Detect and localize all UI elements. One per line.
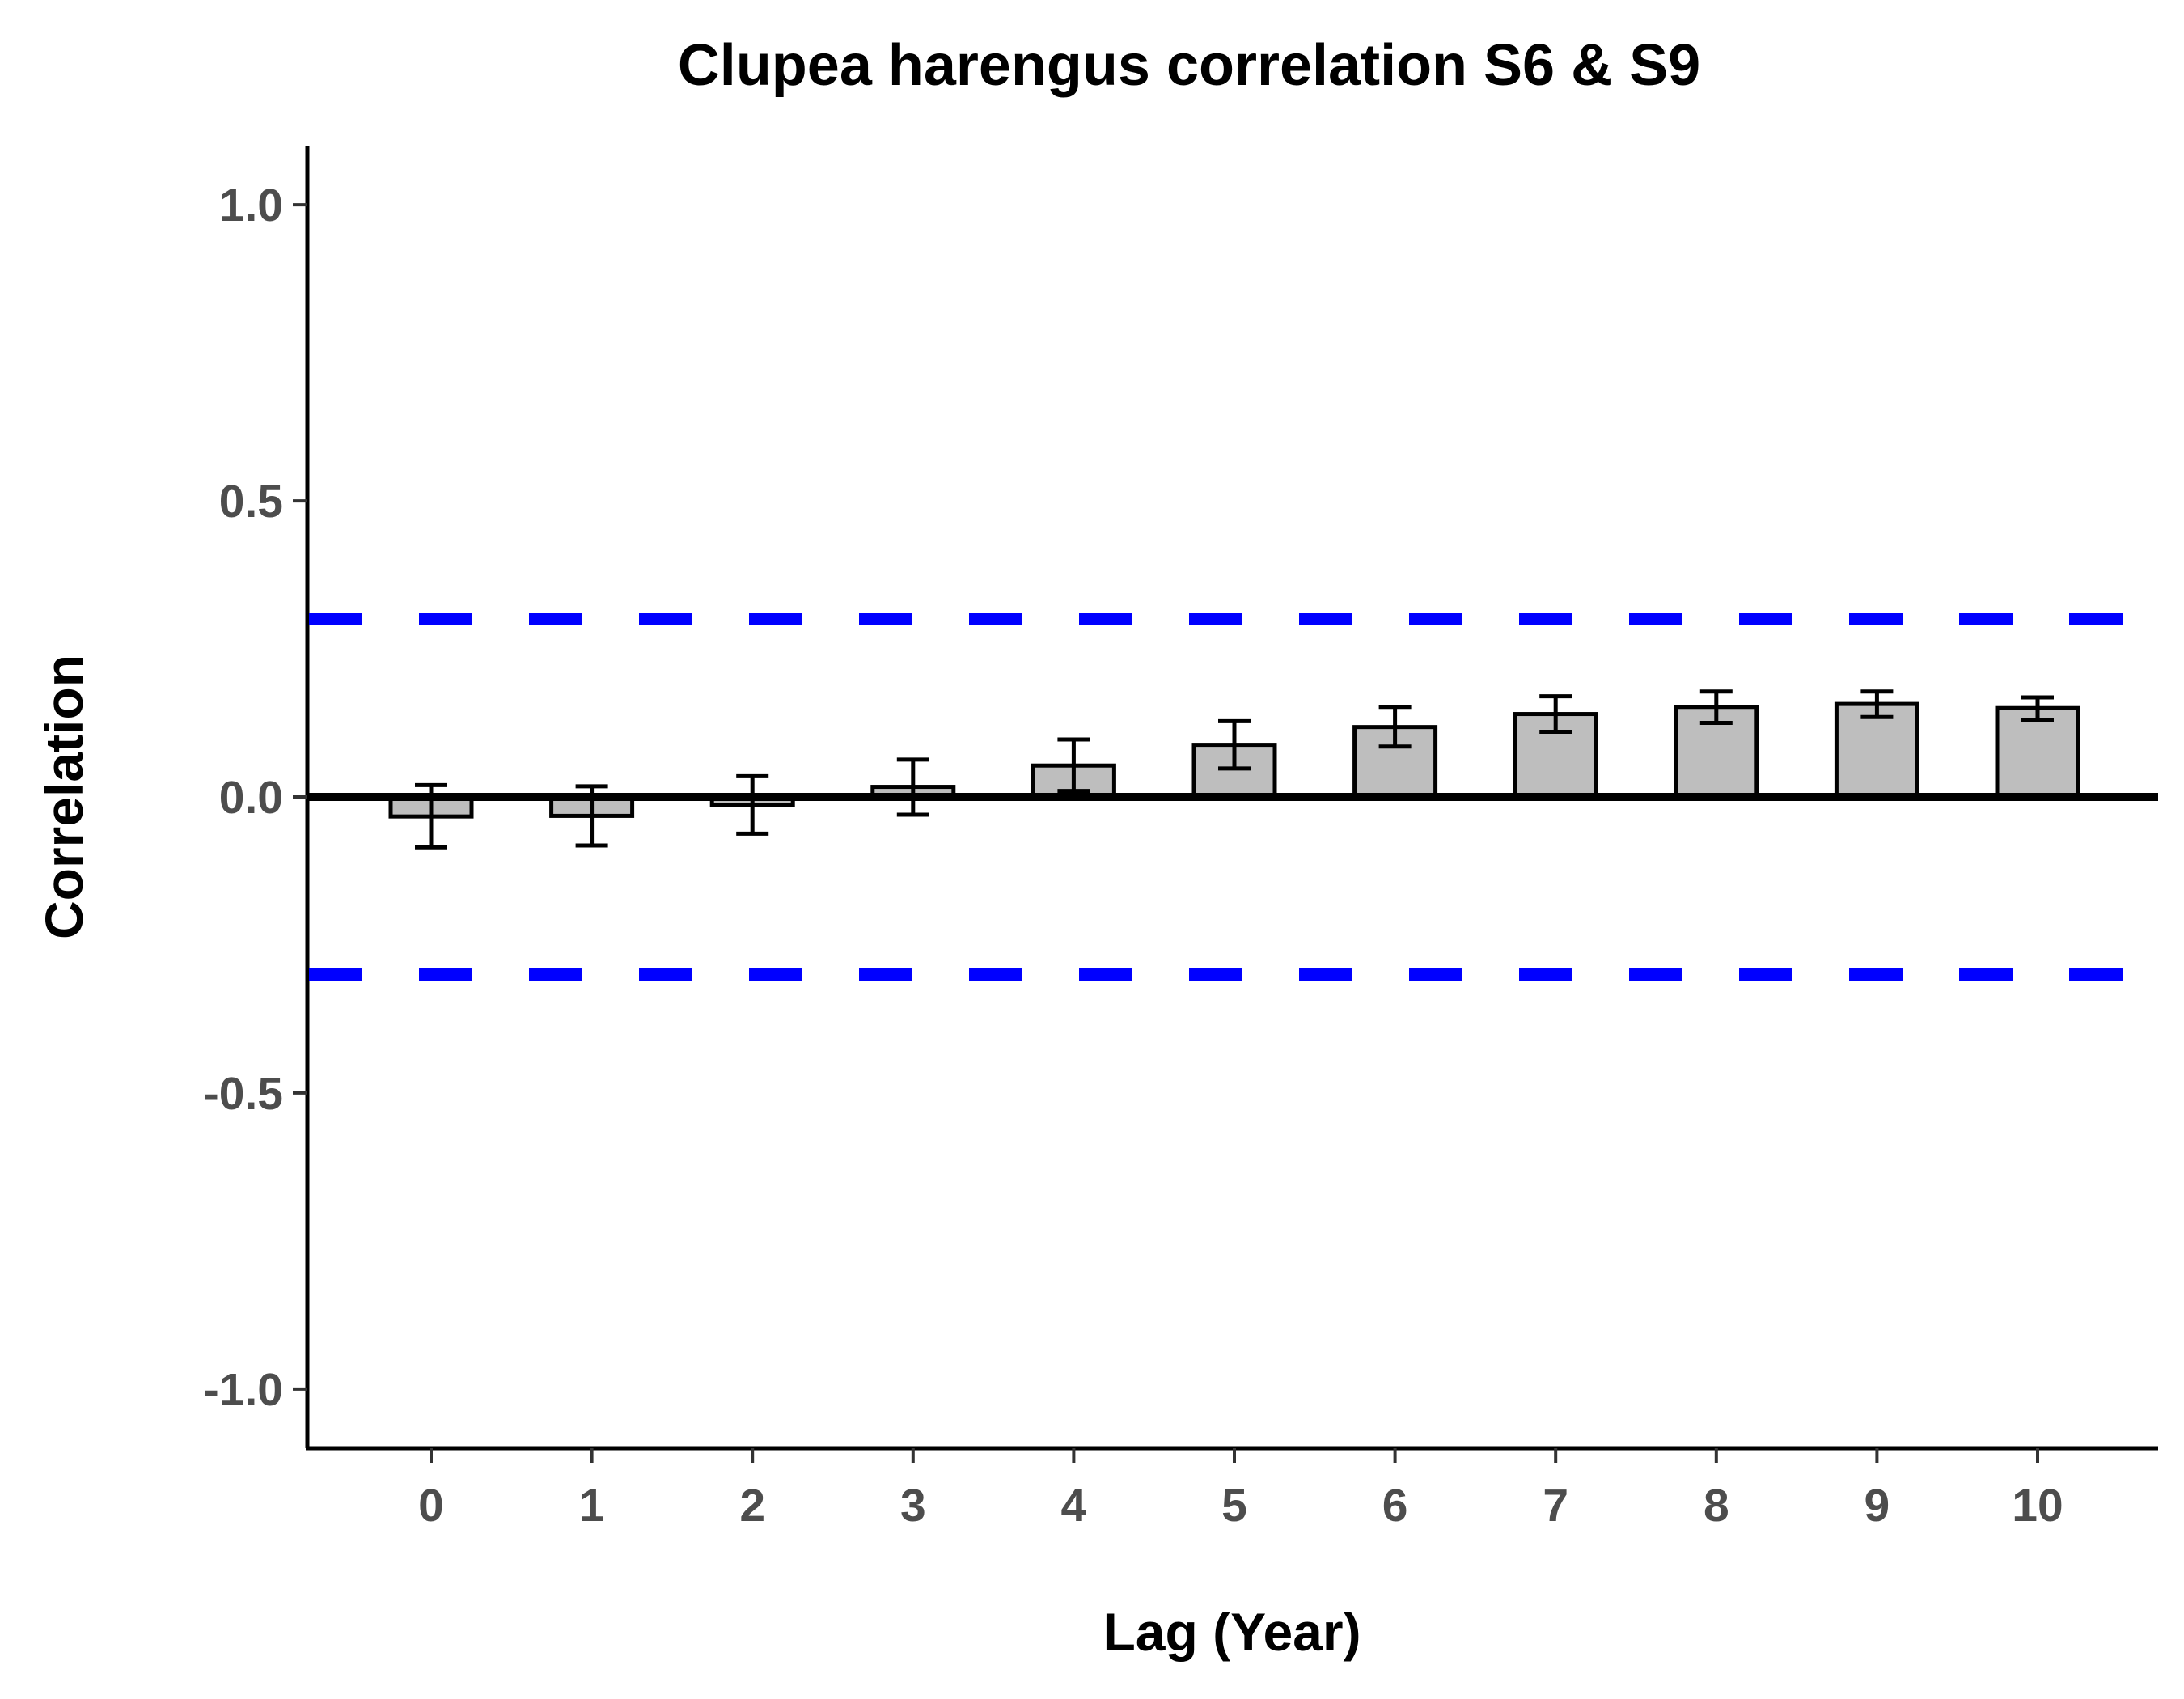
y-tick-label: 0.0 (219, 772, 283, 824)
x-tick-label: 7 (1543, 1480, 1568, 1532)
y-tick-label: -0.5 (204, 1068, 283, 1120)
x-tick-label: 2 (739, 1480, 765, 1532)
x-tick-label: 1 (579, 1480, 605, 1532)
chart-title: Clupea harengus correlation S6 & S9 (678, 33, 1700, 98)
plot-area: -1.0 -0.5 0.0 0.5 1.0 0 1 2 3 4 5 6 7 8 9 10 (204, 146, 2158, 1532)
x-tick-label: 3 (900, 1480, 926, 1532)
x-tick-label: 9 (1864, 1480, 1890, 1532)
y-axis-title: Correlation (34, 655, 94, 939)
x-tick-label: 0 (418, 1480, 444, 1532)
x-axis-title: Lag (Year) (1103, 1602, 1361, 1662)
y-tick-label: 1.0 (219, 180, 283, 231)
y-tick-label: -1.0 (204, 1364, 283, 1416)
x-tick-label: 8 (1704, 1480, 1729, 1532)
y-tick-label: 0.5 (219, 476, 283, 527)
x-tick-label: 10 (2012, 1480, 2063, 1532)
x-tick-label: 6 (1382, 1480, 1408, 1532)
x-tick-label: 5 (1221, 1480, 1247, 1532)
x-tick-label: 4 (1061, 1480, 1087, 1532)
